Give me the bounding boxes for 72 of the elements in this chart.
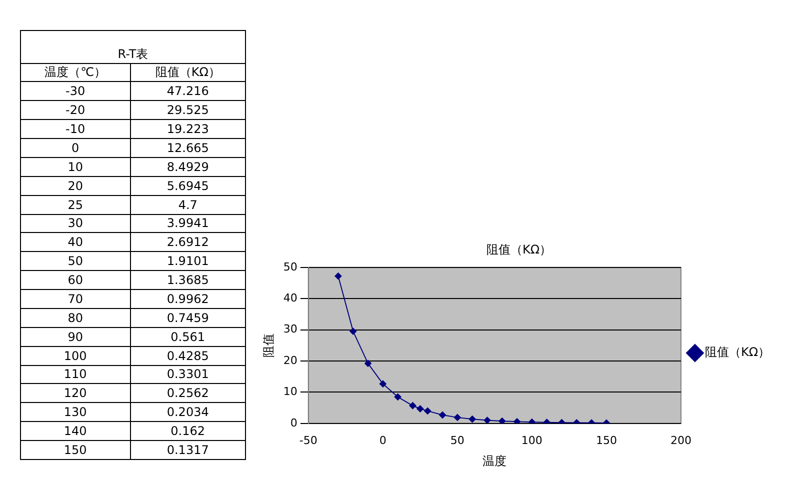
y-axis-title: 阻值 xyxy=(261,333,276,358)
y-tick-label: 20 xyxy=(283,354,298,367)
text: 0.4285 xyxy=(130,346,246,366)
y-tick-label: 10 xyxy=(283,385,298,398)
point xyxy=(484,416,491,424)
text: 0.2562 xyxy=(130,384,246,403)
point xyxy=(468,416,476,423)
text: 50 xyxy=(20,252,130,271)
text: 2.6912 xyxy=(130,232,246,252)
text: 100 xyxy=(20,346,130,366)
text: 0.3301 xyxy=(130,365,246,384)
text: 70 xyxy=(20,290,130,308)
text: 0.9962 xyxy=(130,290,246,308)
text: 25 xyxy=(20,195,130,214)
point xyxy=(424,407,432,414)
text: 10 xyxy=(20,157,130,176)
point xyxy=(364,360,372,367)
text: 阻值（KΩ） xyxy=(130,63,246,82)
text: 110 xyxy=(20,365,130,384)
x-tick-label: 100 xyxy=(521,434,542,447)
text: 40 xyxy=(20,232,130,252)
text: 8.4929 xyxy=(130,157,246,176)
point xyxy=(498,418,506,424)
x-tick-label: 50 xyxy=(450,434,464,447)
y-tick-label: 50 xyxy=(283,260,298,274)
text: 80 xyxy=(20,308,130,328)
text: -20 xyxy=(20,100,130,120)
text: -10 xyxy=(20,120,130,139)
text: 47.216 xyxy=(130,82,246,101)
point xyxy=(454,414,461,421)
y-tick-label: 0 xyxy=(290,416,298,430)
x-tick-label: 0 xyxy=(379,434,386,447)
text: 20 xyxy=(20,176,130,196)
x-tick-label: -50 xyxy=(299,434,318,447)
x-axis-title: 温度 xyxy=(482,454,507,468)
text: 90 xyxy=(20,327,130,346)
text: 0.7459 xyxy=(130,308,246,328)
text: 5.6945 xyxy=(130,176,246,196)
text: 30 xyxy=(20,214,130,233)
text: 130 xyxy=(20,402,130,422)
text: 29.525 xyxy=(130,100,246,120)
text: 0.162 xyxy=(130,422,246,441)
text: 19.223 xyxy=(130,120,246,139)
point xyxy=(350,328,357,335)
y-tick-label: 40 xyxy=(283,291,298,304)
point xyxy=(379,380,386,388)
text: 4.7 xyxy=(130,195,246,214)
text: 0.561 xyxy=(130,327,246,346)
text: 1.9101 xyxy=(130,252,246,271)
point xyxy=(439,412,446,419)
text: 温度（℃） xyxy=(20,63,130,82)
text: 1.3685 xyxy=(130,270,246,290)
text: 0.2034 xyxy=(130,402,246,422)
chart-title: 阻值（KΩ） xyxy=(486,242,552,256)
text: R-T表 xyxy=(20,30,246,64)
point xyxy=(416,405,424,412)
point xyxy=(394,393,402,400)
x-tick-label: 200 xyxy=(670,434,692,447)
point xyxy=(334,272,342,280)
x-tick-label: 150 xyxy=(596,434,617,447)
point xyxy=(514,418,521,424)
text: 0.1317 xyxy=(130,440,246,460)
text: 120 xyxy=(20,384,130,403)
text: -30 xyxy=(20,82,130,101)
text: 60 xyxy=(20,270,130,290)
text: 12.665 xyxy=(130,138,246,158)
text: 140 xyxy=(20,422,130,441)
text: 3.9941 xyxy=(130,214,246,233)
legend-label: 阻值（KΩ） xyxy=(704,345,770,360)
point xyxy=(409,402,416,410)
text: 0 xyxy=(20,138,130,158)
y-tick-label: 30 xyxy=(283,322,298,336)
